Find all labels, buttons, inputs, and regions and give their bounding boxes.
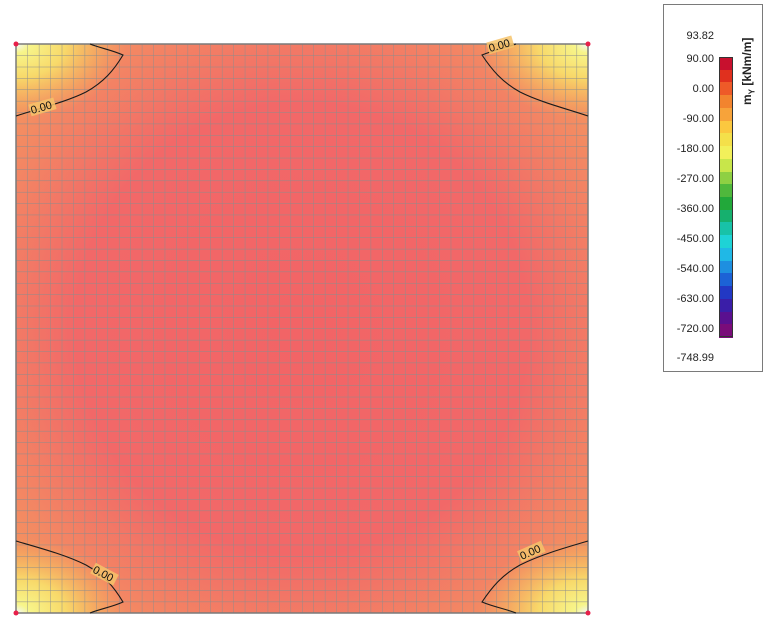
plate-boundary (15, 43, 589, 614)
contour-label-top-left: 0.00 (28, 97, 57, 117)
svg-text:0.00: 0.00 (30, 99, 54, 116)
legend-color-swatch (719, 286, 733, 300)
legend-tick-label: -270.00 (676, 173, 714, 185)
legend-color-swatch (719, 222, 733, 236)
legend-tick-label: -720.00 (676, 323, 714, 335)
support-node-top-left[interactable] (13, 41, 19, 47)
support-node-bottom-right[interactable] (585, 610, 591, 616)
svg-text:0.00: 0.00 (488, 37, 512, 54)
legend-tick-label: 0.00 (692, 83, 714, 95)
legend-tick-label: -630.00 (676, 293, 714, 305)
legend-tick-label: -90.00 (682, 113, 714, 125)
legend-color-swatch (719, 171, 733, 185)
legend-color-swatch (719, 184, 733, 198)
fe-mesh (16, 44, 588, 613)
legend-color-swatch (719, 82, 733, 96)
legend-tick-label: -540.00 (676, 263, 714, 275)
support-node-top-right[interactable] (585, 41, 591, 47)
legend-color-swatch (719, 120, 733, 134)
legend-color-swatch (719, 107, 733, 122)
legend-min-value: -748.99 (676, 352, 714, 364)
legend-color-swatch (719, 273, 733, 287)
legend-unit-subscript: Y (747, 88, 757, 95)
legend-color-swatch (719, 209, 733, 224)
legend-color-swatch (719, 247, 733, 262)
legend-tick-label: 90.00 (686, 53, 714, 65)
legend-tick-label: -180.00 (676, 143, 714, 155)
legend-color-swatch (719, 197, 733, 211)
legend-max-value: 93.82 (686, 30, 714, 42)
legend-unit-text: [kNm/m] (740, 37, 754, 89)
legend-unit-label: mY [kNm/m] (738, 15, 758, 115)
legend-color-swatch (719, 158, 733, 173)
legend-color-swatch (719, 69, 733, 84)
legend-tick-label: -450.00 (676, 233, 714, 245)
legend-color-swatch (719, 57, 733, 71)
legend-color-swatch (719, 235, 733, 249)
legend-color-swatch (719, 260, 733, 274)
support-node-bottom-left[interactable] (13, 610, 19, 616)
legend-unit-symbol: m (740, 94, 754, 105)
legend-color-swatch (719, 324, 733, 338)
legend-color-swatch (719, 298, 733, 313)
contour-line-bottom-right (481, 540, 589, 614)
legend-color-swatch (719, 95, 733, 109)
legend-color-swatch (719, 311, 733, 325)
legend-color-swatch (719, 133, 733, 147)
legend-color-swatch (719, 146, 733, 160)
legend-tick-label: -360.00 (676, 203, 714, 215)
contour-label-top-right: 0.00 (486, 35, 515, 55)
color-legend-panel: 93.82 90.00 0.00 -90.00 -180.00 -270.00 -360.… (663, 4, 763, 372)
